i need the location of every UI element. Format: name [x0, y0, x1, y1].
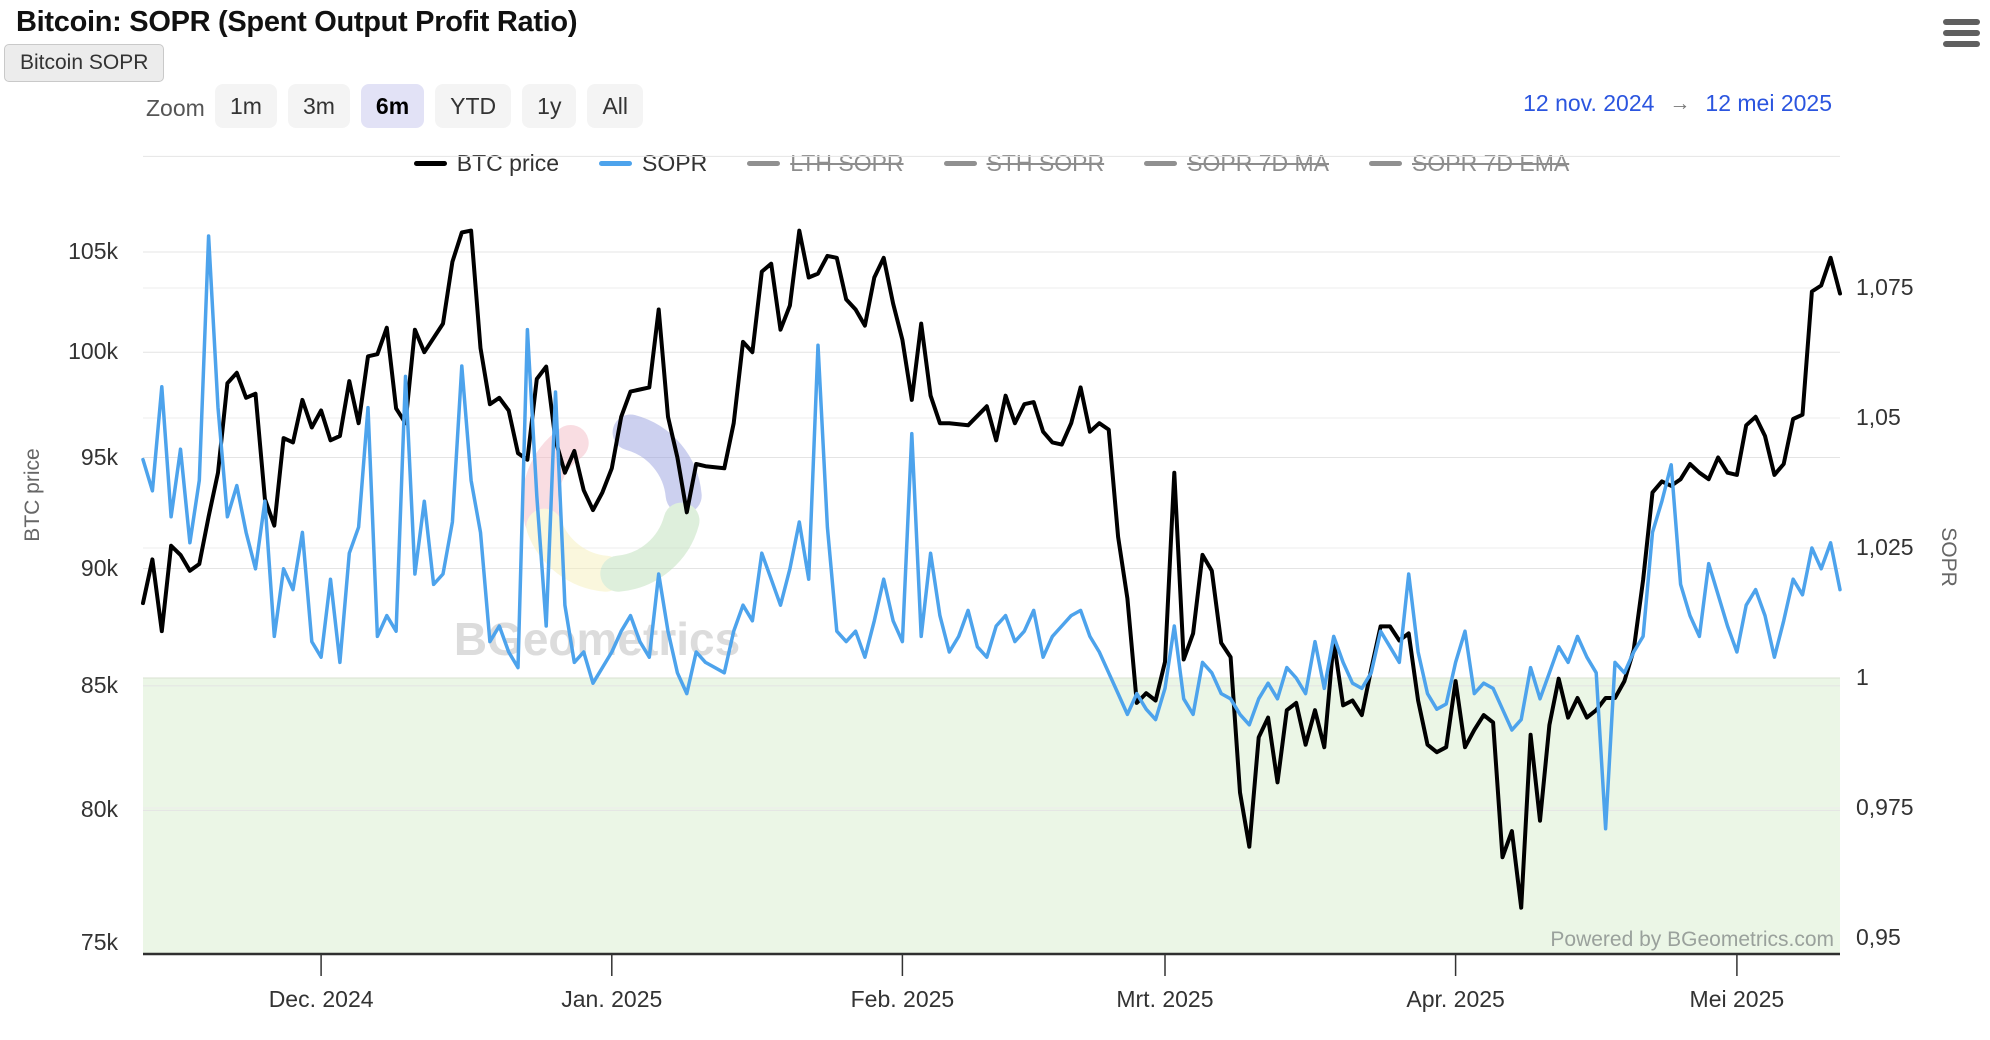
y-axis-left-title: BTC price	[21, 448, 44, 542]
legend-item-lth-sopr[interactable]: LTH SOPR	[747, 150, 904, 177]
legend-item-sopr-7d-ma[interactable]: SOPR 7D MA	[1144, 150, 1329, 177]
series-btc-price	[141, 228, 1842, 910]
series-sopr	[141, 234, 1842, 831]
watermark-text: BGeometrics	[454, 613, 740, 665]
date-to-input[interactable]: 12 mei 2025	[1705, 90, 1832, 116]
y-axis-right-label: 1	[1856, 664, 1869, 690]
y-axis-left-label: 95k	[80, 443, 118, 470]
y-axis-right-label: 0,975	[1856, 794, 1914, 820]
x-axis-month-label: Mei 2025	[1689, 986, 1785, 1012]
range-button-1y[interactable]: 1y	[522, 84, 577, 128]
y-axis-left-label: 80k	[80, 796, 118, 823]
range-button-3m[interactable]: 3m	[287, 84, 350, 128]
legend-item-label: SOPR	[642, 150, 708, 176]
legend-item-sth-sopr[interactable]: STH SOPR	[943, 150, 1105, 177]
legend-item-sopr[interactable]: SOPR	[599, 150, 707, 177]
legend-item-label: LTH SOPR	[790, 150, 904, 176]
y-axis-left-label: 85k	[80, 671, 118, 698]
hamburger-icon	[1943, 18, 1980, 25]
y-axis-right-title: SOPR	[1937, 527, 1960, 587]
range-button-6m[interactable]: 6m	[360, 84, 425, 128]
arrow-right-icon: →	[1669, 91, 1691, 115]
range-button-1m[interactable]: 1m	[215, 84, 277, 128]
x-axis-month-label: Apr. 2025	[1406, 986, 1505, 1012]
legend-dash-icon	[599, 161, 633, 166]
legend-dash-icon	[413, 161, 447, 166]
legend-dash-icon	[747, 161, 781, 166]
legend-item-label: STH SOPR	[986, 150, 1105, 176]
sopr-loss-plot-band	[143, 678, 1840, 954]
menu-button[interactable]	[1941, 16, 1981, 54]
x-axis-month-label: Jan. 2025	[561, 986, 663, 1012]
date-range: 12 nov. 2024 → 12 mei 2025	[1523, 90, 1832, 117]
y-axis-left-label: 105k	[68, 237, 118, 264]
legend-item-label: SOPR 7D MA	[1187, 150, 1329, 176]
y-axis-right-label: 1,025	[1856, 534, 1914, 560]
legend-item-btc-price[interactable]: BTC price	[413, 150, 560, 177]
y-axis-right-label: 0,95	[1856, 924, 1901, 950]
sopr-tooltip-chip: Bitcoin SOPR	[4, 44, 165, 82]
legend-dash-icon	[1369, 161, 1402, 166]
y-axis-left-label: 75k	[80, 928, 118, 955]
powered-by-link[interactable]: Powered by BGeometrics.com	[1550, 928, 1834, 951]
y-axis-right-label: 1,05	[1856, 404, 1901, 430]
y-axis-left-label: 100k	[68, 338, 118, 365]
range-button-all[interactable]: All	[587, 84, 644, 128]
range-selector: 1m 3m 6m YTD 1y All	[215, 84, 644, 128]
date-from-input[interactable]: 12 nov. 2024	[1523, 90, 1655, 116]
bgeometrics-logo-watermark	[522, 414, 702, 592]
legend-item-label: BTC price	[456, 150, 560, 176]
x-axis-month-label: Dec. 2024	[268, 986, 374, 1012]
x-axis-month-label: Mrt. 2025	[1116, 986, 1214, 1012]
chart-legend: BTC price SOPR LTH SOPR STH SOPR SOPR 7D MA S…	[143, 150, 1840, 177]
legend-dash-icon	[943, 161, 977, 166]
legend-item-label: SOPR 7D EMA	[1412, 150, 1570, 176]
x-axis-month-label: Feb. 2025	[850, 986, 955, 1012]
y-axis-left-label: 90k	[80, 554, 118, 581]
legend-item-sopr-7d-ema[interactable]: SOPR 7D EMA	[1369, 150, 1569, 177]
y-axis-right-label: 1,075	[1856, 274, 1914, 300]
range-button-ytd[interactable]: YTD	[435, 84, 512, 128]
page-title: Bitcoin: SOPR (Spent Output Profit Ratio…	[16, 6, 578, 38]
legend-dash-icon	[1144, 161, 1178, 166]
zoom-label: Zoom	[146, 95, 205, 121]
